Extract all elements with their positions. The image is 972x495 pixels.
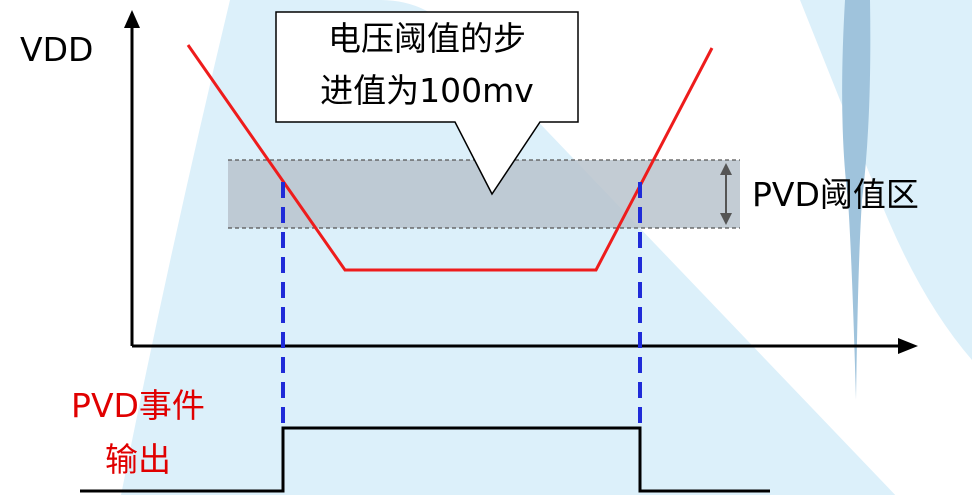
vdd-voltage-curve <box>186 44 714 272</box>
pvd-event-pulse <box>80 426 770 493</box>
background-spindle <box>842 0 871 400</box>
threshold-zone-label: PVD阈值区 <box>752 175 919 214</box>
x-axis-arrow <box>898 338 918 354</box>
callout-text-line1: 电压阈值的步 <box>328 19 526 58</box>
callout-text-line2: 进值为100mv <box>320 71 534 110</box>
band-arrow-head-bottom <box>720 213 732 225</box>
band-arrow-head-top <box>720 163 732 175</box>
background-shape <box>121 0 896 495</box>
callout-box <box>275 11 579 196</box>
y-axis-arrow <box>124 10 140 28</box>
event-output-label-line1: PVD事件 <box>71 386 205 425</box>
event-output-label-line2: 输出 <box>105 440 171 479</box>
vdd-axis-label: VDD <box>20 30 94 69</box>
